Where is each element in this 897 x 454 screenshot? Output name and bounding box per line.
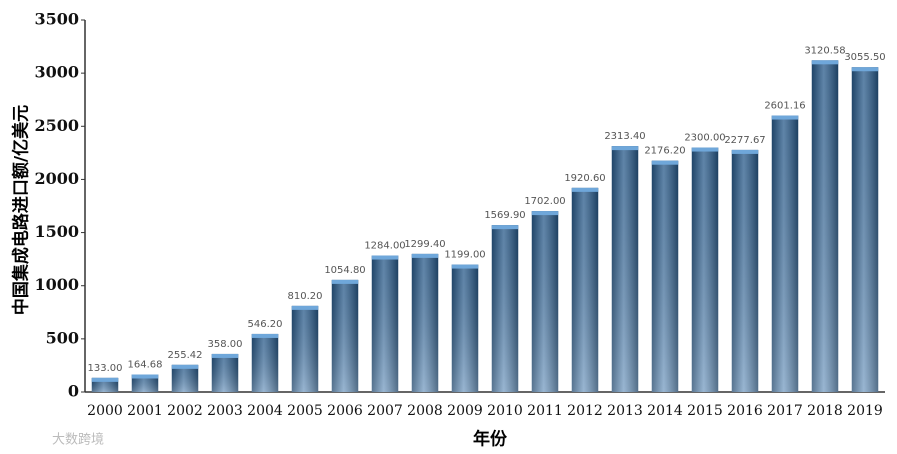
bar-shine [211,353,239,392]
value-label: 358.00 [208,339,243,350]
bar-shine [331,279,359,392]
x-tick-label: 2000 [87,403,123,419]
bar-cap [171,364,199,369]
bar-shine [611,146,639,392]
y-axis-title: 中国集成电路进口额/亿美元 [11,105,32,315]
bar-cap [691,147,719,152]
bar-cap [811,60,839,65]
value-label: 1569.90 [484,210,525,221]
value-label: 1920.60 [564,173,605,184]
x-tick-label: 2013 [607,403,643,419]
value-label: 3055.50 [844,52,885,63]
y-tick-label: 1000 [34,275,79,294]
y-tick-label: 2500 [34,116,79,135]
x-tick-label: 2009 [447,403,483,419]
bar-shine [131,374,159,392]
x-tick-label: 2006 [327,403,363,419]
bar-cap [291,305,319,310]
bar-cap [851,67,879,72]
bar-cap [611,146,639,151]
bar-cap [731,149,759,154]
value-label: 164.68 [128,359,163,370]
bar-shine [451,264,479,392]
bar-cap [771,115,799,120]
bar-shine [851,67,879,392]
value-label: 2300.00 [684,133,725,144]
value-label: 2601.16 [764,101,805,112]
bar-cap [571,187,599,192]
bar-cap [251,333,279,338]
bar-cap [131,374,159,379]
bar-cap [531,211,559,216]
bar-cap [211,353,239,358]
bar-shine [171,364,199,392]
x-tick-label: 2017 [767,403,803,419]
bar-shine [371,255,399,392]
value-label: 1054.80 [324,265,365,276]
y-tick-label: 3500 [34,10,79,29]
value-label: 1299.40 [404,239,445,250]
x-tick-label: 2002 [167,403,203,419]
y-tick-label: 3000 [34,63,79,82]
bar-cap [411,253,439,258]
bar-shine [411,253,439,392]
value-label: 2277.67 [724,135,765,146]
bar-shine [731,149,759,392]
bar-shine [811,60,839,392]
bar-cap [491,225,519,230]
bar-shine [531,211,559,392]
bar-shine [691,147,719,392]
value-label: 255.42 [168,350,203,361]
x-tick-label: 2008 [407,403,443,419]
value-label: 810.20 [288,291,323,302]
y-tick-label: 0 [68,382,79,401]
bar-cap [91,377,119,382]
bar-cap [451,264,479,269]
x-tick-label: 2007 [367,403,403,419]
x-tick-label: 2014 [647,403,683,419]
value-label: 2313.40 [604,131,645,142]
x-tick-label: 2019 [847,403,883,419]
x-tick-label: 2011 [527,403,563,419]
bar-cap [371,255,399,260]
x-axis-title: 年份 [473,429,508,450]
bar-shine [571,187,599,392]
bar-cap [651,160,679,165]
x-tick-label: 2018 [807,403,843,419]
x-tick-label: 2001 [127,403,163,419]
bar-shine [491,225,519,392]
bar-cap [331,279,359,284]
watermark: 大数跨境 [52,433,104,448]
x-tick-label: 2015 [687,403,723,419]
value-label: 1702.00 [524,196,565,207]
x-tick-label: 2012 [567,403,603,419]
y-tick-label: 1500 [34,222,79,241]
value-label: 1284.00 [364,241,405,252]
value-label: 3120.58 [804,45,845,56]
value-label: 546.20 [248,319,283,330]
y-tick-label: 2000 [34,169,79,188]
x-tick-label: 2016 [727,403,763,419]
x-tick-label: 2010 [487,403,523,419]
x-tick-label: 2005 [287,403,323,419]
bar-shine [291,305,319,392]
x-tick-label: 2003 [207,403,243,419]
bar-shine [651,160,679,392]
bar-shine [251,333,279,392]
x-tick-label: 2004 [247,403,283,419]
value-label: 133.00 [88,363,123,374]
value-label: 2176.20 [644,146,685,157]
value-label: 1199.00 [444,250,485,261]
y-tick-label: 500 [46,328,79,347]
bar-shine [771,115,799,393]
